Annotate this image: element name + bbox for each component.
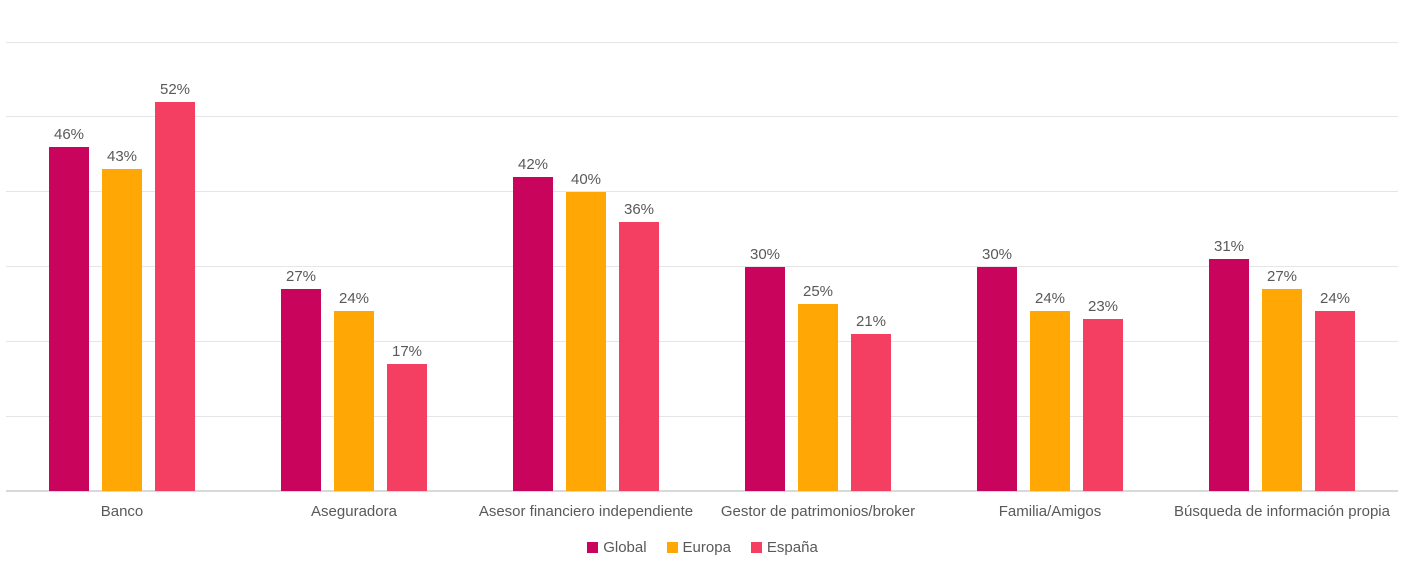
bar-global: 31% xyxy=(1209,238,1249,491)
bar-value-label: 23% xyxy=(1087,297,1119,315)
legend-swatch-icon xyxy=(666,542,678,553)
x-axis-line xyxy=(6,490,1398,492)
bar-global: 27% xyxy=(281,268,321,491)
category-label: Banco xyxy=(100,503,144,520)
legend: Global Europa España xyxy=(0,539,1405,556)
bar-global: 30% xyxy=(745,246,785,491)
bar-value-label: 43% xyxy=(106,148,138,166)
bar-group: 27% 24% 17% xyxy=(238,42,470,491)
bar-españa: 52% xyxy=(155,81,195,491)
bar-europa: 43% xyxy=(102,148,142,491)
bar-value-label: 40% xyxy=(570,170,602,188)
bar-group: 30% 25% 21% xyxy=(702,42,934,491)
bar-group: 31% 27% 24% xyxy=(1166,42,1398,491)
bar-group: 42% 40% 36% xyxy=(470,42,702,491)
bar-value-label: 24% xyxy=(338,290,370,308)
bar-españa: 23% xyxy=(1083,298,1123,491)
bar-global: 46% xyxy=(49,126,89,491)
legend-swatch-icon xyxy=(587,542,599,553)
category-label: Gestor de patrimonios/broker xyxy=(720,503,916,520)
category-axis: Banco Aseguradora Asesor financiero indepe… xyxy=(6,503,1398,520)
gridline xyxy=(6,340,1398,342)
bar-europa: 25% xyxy=(798,283,838,491)
bar-global: 30% xyxy=(977,246,1017,491)
gridline xyxy=(6,191,1398,193)
bar-value-label: 36% xyxy=(623,200,655,218)
bar-value-label: 46% xyxy=(53,125,85,143)
category-label: Familia/Amigos xyxy=(998,503,1102,520)
legend-item-europa: Europa xyxy=(666,539,731,556)
legend-label: Global xyxy=(603,539,647,556)
bar-europa: 24% xyxy=(334,290,374,491)
gridline xyxy=(6,415,1398,417)
bar-global: 42% xyxy=(513,156,553,491)
bar-group: 30% 24% 23% xyxy=(934,42,1166,491)
gridline xyxy=(6,41,1398,43)
legend-item-global: Global xyxy=(587,539,647,556)
bar-value-label: 31% xyxy=(1213,238,1245,256)
bar-value-label: 27% xyxy=(1266,267,1298,285)
category-label: Aseguradora xyxy=(311,503,397,520)
bar-value-label: 42% xyxy=(517,155,549,173)
bar-europa: 40% xyxy=(566,171,606,491)
legend-item-españa: España xyxy=(750,539,818,556)
legend-swatch-icon xyxy=(750,542,762,553)
category-label: Búsqueda de información propia xyxy=(1174,503,1390,520)
bar-group: 46% 43% 52% xyxy=(6,42,238,491)
gridline xyxy=(6,266,1398,267)
category-label: Asesor financiero independiente xyxy=(478,503,694,520)
bar-españa: 21% xyxy=(851,313,891,491)
bar-value-label: 30% xyxy=(749,245,781,263)
bar-españa: 17% xyxy=(387,343,427,491)
bar-value-label: 27% xyxy=(285,267,317,285)
bar-españa: 24% xyxy=(1315,290,1355,491)
gridline xyxy=(6,116,1398,118)
bar-españa: 36% xyxy=(619,201,659,491)
bar-value-label: 24% xyxy=(1319,290,1351,308)
bar-value-label: 24% xyxy=(1034,290,1066,308)
bar-value-label: 30% xyxy=(981,245,1013,263)
legend-label: Europa xyxy=(682,539,731,556)
bar-europa: 24% xyxy=(1030,290,1070,491)
legend-label: España xyxy=(766,539,818,556)
bar-value-label: 21% xyxy=(855,312,887,330)
plot-area: 46% 43% 52% 27% 24% 17% 42% 40% 36% 30% 25% 21% 30% 2… xyxy=(6,41,1398,492)
bar-value-label: 17% xyxy=(391,342,423,360)
bar-value-label: 52% xyxy=(159,80,191,98)
bar-europa: 27% xyxy=(1262,268,1302,491)
bar-value-label: 25% xyxy=(802,282,834,300)
